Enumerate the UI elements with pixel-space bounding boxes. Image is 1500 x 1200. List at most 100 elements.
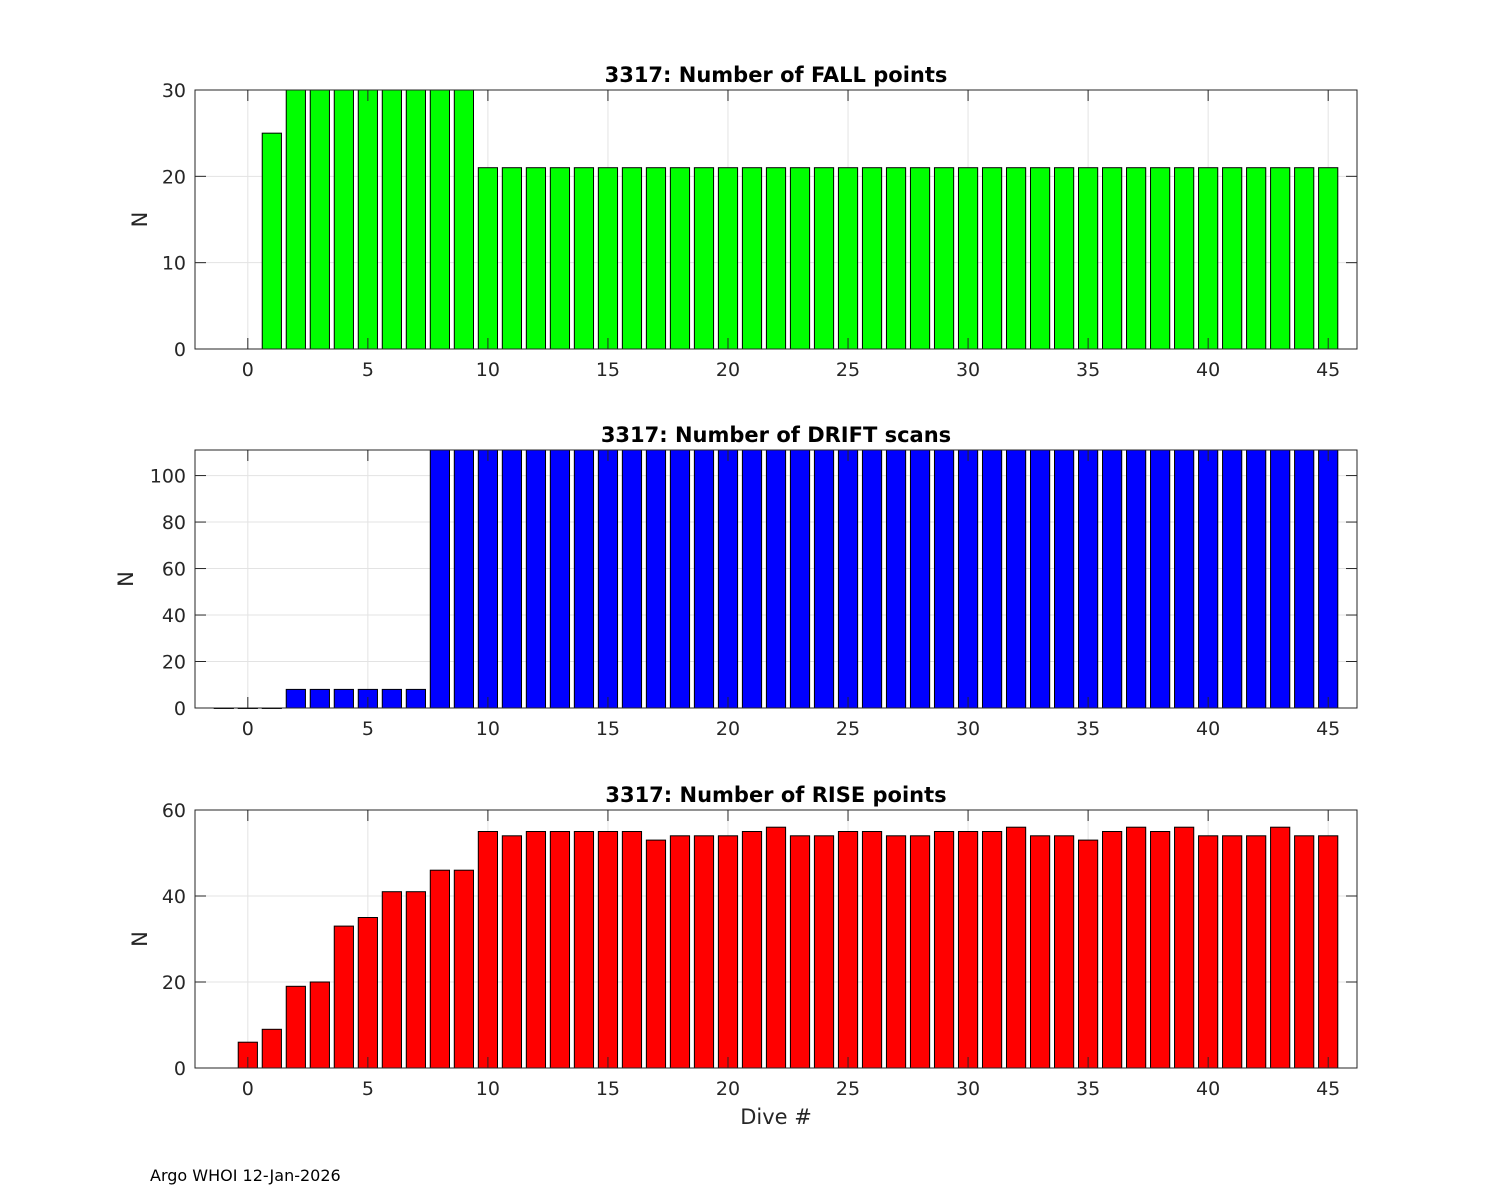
bar [1005, 167, 1027, 350]
bar [909, 167, 931, 350]
bar [981, 831, 1003, 1069]
x-tick-label: 40 [1196, 718, 1220, 740]
bar [261, 132, 282, 350]
bar [741, 167, 763, 350]
bar [261, 1028, 282, 1069]
y-tick-label: 0 [174, 698, 186, 720]
bar [453, 869, 474, 1069]
bar [453, 449, 474, 709]
bar [1029, 167, 1051, 350]
y-tick-label: 60 [162, 800, 186, 822]
bar [669, 449, 691, 709]
bar [1150, 449, 1171, 709]
bar [717, 449, 739, 709]
x-tick-label: 45 [1316, 718, 1340, 740]
bar [309, 981, 330, 1069]
bar [357, 917, 378, 1069]
bar [765, 826, 787, 1069]
bar [501, 449, 523, 709]
bar [957, 167, 979, 350]
bar [1150, 831, 1171, 1069]
bar [477, 167, 499, 350]
bar [357, 89, 378, 350]
bar [429, 89, 450, 350]
bar [669, 167, 691, 350]
bar [765, 449, 787, 709]
bar [861, 167, 883, 350]
x-tick-label: 45 [1316, 359, 1340, 381]
bar [1198, 835, 1219, 1069]
x-tick-label: 5 [362, 718, 374, 740]
bar [645, 839, 667, 1069]
x-tick-label: 0 [242, 359, 254, 381]
x-tick-label: 20 [716, 718, 740, 740]
chart-3: 0 5 10 15 20 25 30 35 40 45 0 20 40 60 3317: Number of… [128, 783, 1358, 1129]
bar [1005, 826, 1027, 1069]
bar [669, 835, 691, 1069]
y-tick-label: 0 [174, 1058, 186, 1080]
bar [1294, 167, 1315, 350]
bar [933, 831, 955, 1069]
bar [1029, 835, 1051, 1069]
bar [549, 449, 571, 709]
bar [1102, 167, 1123, 350]
bar [885, 167, 907, 350]
bar [789, 167, 811, 350]
bar [837, 167, 859, 350]
y-tick-label: 60 [162, 559, 186, 581]
bar [309, 89, 330, 350]
bar [501, 167, 523, 350]
y-tick-label: 0 [174, 339, 186, 361]
bar [1102, 449, 1123, 709]
axes-box [194, 809, 1358, 1069]
x-tick-label: 15 [596, 1078, 620, 1100]
bar [813, 167, 835, 350]
bar [645, 167, 667, 350]
bar [333, 688, 354, 709]
bar [1053, 835, 1075, 1069]
bar [573, 831, 595, 1069]
bar [933, 167, 955, 350]
bar [1294, 835, 1315, 1069]
bar [1246, 167, 1267, 350]
bar [573, 167, 595, 350]
bar [741, 449, 763, 709]
x-tick-label: 15 [596, 359, 620, 381]
bar [1029, 449, 1051, 709]
x-tick-label: 35 [1076, 359, 1100, 381]
bar [1078, 167, 1099, 350]
x-tick-label: 20 [716, 359, 740, 381]
bar [813, 449, 835, 709]
bar [333, 925, 354, 1069]
chart-title: 3317: Number of FALL points [605, 63, 948, 87]
bar [597, 831, 619, 1069]
bar [621, 449, 643, 709]
bar [837, 831, 859, 1069]
bar [309, 688, 330, 709]
bar [1198, 449, 1219, 709]
x-tick-label: 10 [476, 718, 500, 740]
bar [909, 449, 931, 709]
bar [693, 167, 715, 350]
bar [333, 89, 354, 350]
y-tick-label: 100 [150, 466, 186, 488]
x-tick-label: 45 [1316, 1078, 1340, 1100]
x-tick-label: 0 [242, 718, 254, 740]
bar [981, 449, 1003, 709]
chart-title: 3317: Number of DRIFT scans [601, 423, 951, 447]
bar [1222, 167, 1243, 350]
bar [957, 831, 979, 1069]
bar [861, 449, 883, 709]
bar [693, 835, 715, 1069]
bar [1126, 167, 1147, 350]
bar [1246, 449, 1267, 709]
x-tick-label: 25 [836, 718, 860, 740]
bar [1318, 835, 1339, 1069]
bar [789, 449, 811, 709]
bar [885, 449, 907, 709]
bar [1150, 167, 1171, 350]
x-axis-label: Dive # [740, 1105, 812, 1129]
bar [525, 831, 547, 1069]
bar [717, 167, 739, 350]
bar [1318, 167, 1339, 350]
